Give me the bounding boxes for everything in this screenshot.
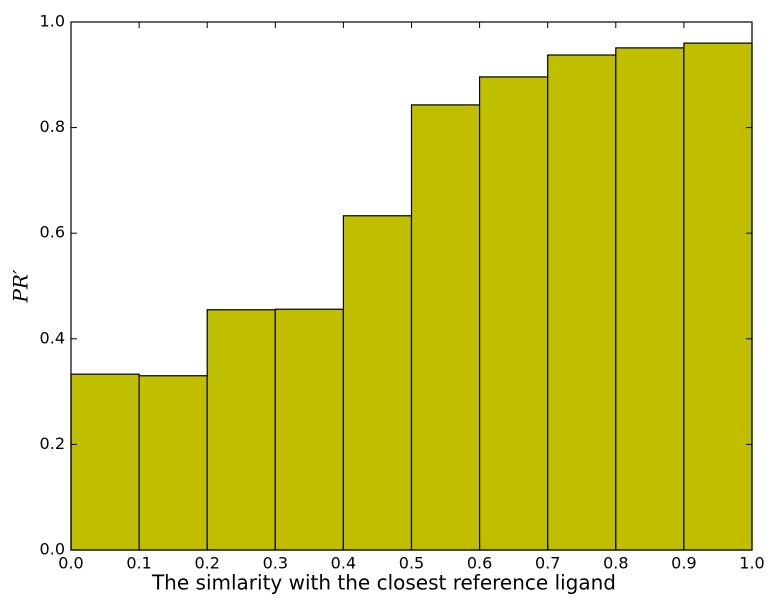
y-tick-label: 0.6 — [40, 223, 65, 242]
x-axis-label: The simlarity with the closest reference… — [151, 571, 616, 595]
y-tick-label: 0.0 — [40, 540, 65, 559]
x-tick-label: 0.3 — [263, 554, 288, 573]
bar — [206, 309, 276, 551]
x-tick-label: 0.0 — [58, 554, 83, 573]
bar — [342, 215, 413, 551]
y-axis-label: PR′ — [9, 269, 33, 304]
bar — [410, 104, 481, 551]
x-tick-label: 0.7 — [535, 554, 560, 573]
bar — [615, 47, 685, 551]
y-tick-label: 1.0 — [40, 12, 65, 31]
x-tick-label: 0.1 — [126, 554, 151, 573]
x-tick-label: 0.4 — [331, 554, 356, 573]
x-tick-label: 0.5 — [399, 554, 424, 573]
x-tick-label: 1.0 — [739, 554, 764, 573]
x-tick-label: 0.2 — [194, 554, 219, 573]
x-tick-label: 0.9 — [671, 554, 696, 573]
bar — [479, 76, 549, 551]
y-tick-label: 0.2 — [40, 434, 65, 453]
bar — [547, 54, 617, 551]
bar — [274, 308, 344, 551]
bar — [683, 42, 753, 551]
x-tick-label: 0.6 — [467, 554, 492, 573]
bar — [138, 375, 208, 551]
bar — [70, 373, 140, 551]
x-tick-label: 0.8 — [603, 554, 628, 573]
y-tick-label: 0.4 — [40, 328, 65, 347]
y-tick-label: 0.8 — [40, 117, 65, 136]
